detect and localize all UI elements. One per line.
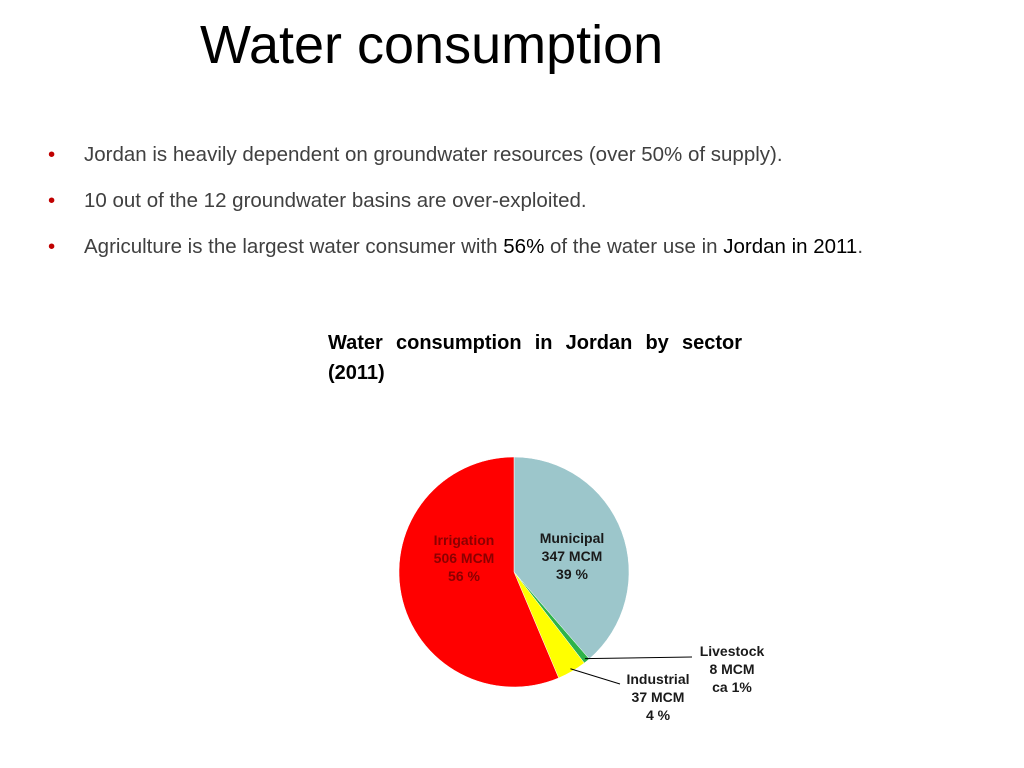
- slice-label-line: 506 MCM: [434, 550, 495, 566]
- slice-label: Livestock 8 MCM ca 1%: [700, 643, 765, 695]
- leader-line: [570, 668, 621, 685]
- chart-title: Water consumption in Jordan by sector (2…: [328, 332, 742, 384]
- bullet-text: Agriculture is the largest water consume…: [84, 235, 504, 258]
- leader-line: [584, 656, 693, 660]
- bullet: Jordan is heavily dependent on groundwat…: [48, 140, 1008, 170]
- bullet-text: Jordan is heavily dependent on groundwat…: [84, 143, 783, 166]
- slice-label: Industrial 37 MCM 4 %: [626, 671, 689, 723]
- slide-title: Water consumption: [200, 15, 664, 75]
- bullet: 10 out of the 12 groundwater basins are …: [48, 186, 1008, 216]
- slice-label: Irrigation 506 MCM 56 %: [434, 532, 495, 584]
- slice-label-line: Municipal: [540, 530, 605, 546]
- bullet-text: 10 out of the 12 groundwater basins are …: [84, 189, 587, 212]
- pie-slice: [513, 456, 630, 660]
- bullet-text: .: [857, 235, 864, 258]
- slice-label-line: 39 %: [556, 566, 588, 582]
- pie-slice: [398, 456, 559, 688]
- slice-label-line: Industrial: [626, 671, 689, 687]
- slice-label-line: 37 MCM: [632, 689, 685, 705]
- slice-label-line: 56 %: [448, 568, 480, 584]
- bullet-list: Jordan is heavily dependent on groundwat…: [48, 140, 1008, 278]
- bullet-text: Jordan in 2011: [723, 235, 858, 258]
- bullet-text: 56%: [503, 235, 545, 258]
- slice-label: Municipal 347 MCM 39 %: [540, 530, 605, 582]
- slice-label-line: Livestock: [700, 643, 765, 659]
- slice-label-line: Irrigation: [434, 532, 495, 548]
- slice-label-line: 8 MCM: [709, 661, 754, 677]
- slice-label-line: 347 MCM: [542, 548, 603, 564]
- slice-label-line: 4 %: [646, 707, 671, 723]
- bullet: Agriculture is the largest water consume…: [48, 232, 1008, 262]
- slice-label-line: ca 1%: [712, 679, 752, 695]
- bullet-text: of the water use in: [544, 235, 724, 258]
